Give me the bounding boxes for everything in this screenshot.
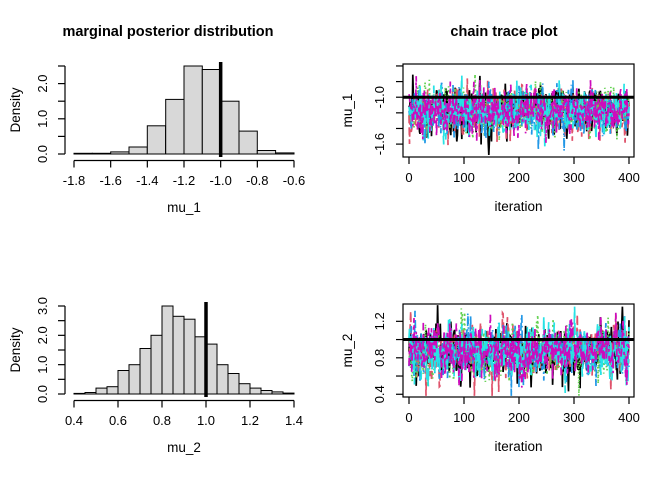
histogram-bar	[238, 383, 251, 395]
x-tick-label: 0	[405, 410, 412, 425]
histogram-bar	[238, 130, 258, 155]
histogram-bar	[183, 65, 203, 155]
y-tick-label: 0.8	[372, 349, 387, 367]
x-tick-label: 100	[453, 170, 475, 185]
histogram-mu2-panel: 0.0 1.0 2.0 3.0 0.4 0.6 0.8 1.0 1.2 1.4 mu_2 Densit…	[8, 297, 303, 455]
histogram-bar	[275, 152, 295, 155]
x-tick-label: 200	[508, 410, 530, 425]
x-tick-label: 1.0	[197, 413, 215, 428]
histogram-bar	[117, 370, 130, 395]
x-tick-label: 200	[508, 170, 530, 185]
y-tick-label: 0.0	[35, 385, 50, 403]
histogram-bar	[260, 390, 273, 395]
histogram-bar	[84, 392, 97, 395]
histogram-bar	[95, 387, 108, 395]
histogram-bar	[172, 315, 185, 395]
histogram-bar	[220, 100, 240, 155]
histogram-bar	[128, 146, 148, 155]
x-tick-label: 0.6	[109, 413, 127, 428]
x-tick-label: 1.4	[285, 413, 303, 428]
x-tick-label: 400	[618, 170, 640, 185]
x-tick-label: 300	[563, 410, 585, 425]
title-marginal-posterior: marginal posterior distribution	[62, 24, 274, 40]
histogram-bar	[106, 386, 119, 395]
y-axis-label: mu_2	[340, 334, 355, 368]
x-tick-label: -1.4	[136, 173, 158, 188]
x-tick-label: 300	[563, 170, 585, 185]
x-axis-label: iteration	[494, 439, 542, 454]
histogram-bar	[216, 364, 229, 395]
y-tick-label: 1.2	[372, 312, 387, 330]
histogram-bar	[161, 305, 174, 395]
histogram-bar	[183, 318, 196, 395]
x-tick-label: 0	[405, 170, 412, 185]
trace-mu1-panel: -1.6 -1.0 0 100 200 300 400 iteration mu_1	[340, 63, 640, 214]
histogram-bar	[165, 98, 185, 155]
y-tick-label: 0.4	[372, 385, 387, 403]
histogram-bar	[73, 392, 86, 395]
y-tick-label: 0.0	[35, 145, 50, 163]
x-tick-label: 400	[618, 410, 640, 425]
y-tick-label: 2.0	[35, 326, 50, 344]
histogram-bar	[146, 125, 167, 155]
x-tick-label: -1.0	[209, 173, 231, 188]
x-axis-label: mu_1	[167, 200, 201, 215]
x-tick-label: -0.8	[246, 173, 268, 188]
x-tick-label: 0.4	[65, 413, 83, 428]
x-tick-label: -1.8	[63, 173, 85, 188]
y-axis-label: mu_1	[340, 94, 355, 128]
chain-trace-4	[408, 78, 630, 151]
x-tick-label: 0.8	[153, 413, 171, 428]
histogram-bar	[227, 373, 240, 395]
histogram-bar	[110, 151, 130, 155]
histogram-bar	[282, 392, 295, 395]
y-tick-label: 1.0	[35, 356, 50, 374]
x-tick-label: -1.2	[173, 173, 195, 188]
histogram-bar	[201, 69, 222, 155]
histogram-bar	[256, 150, 277, 155]
histogram-bar	[271, 391, 284, 395]
y-tick-label: 1.0	[35, 110, 50, 128]
histogram-bar	[73, 152, 93, 155]
y-tick-label: -1.0	[372, 86, 387, 108]
chain-trace-6	[408, 312, 630, 388]
title-chain-trace: chain trace plot	[450, 24, 558, 40]
y-tick-label: -1.6	[372, 133, 387, 155]
y-axis-label: Density	[8, 327, 23, 372]
histogram-bar	[91, 152, 112, 155]
y-tick-label: 2.0	[35, 75, 50, 93]
trace-mu2-panel: 0.4 0.8 1.2 0 100 200 300 400 iteration mu_2	[340, 303, 640, 454]
x-tick-label: 1.2	[241, 413, 259, 428]
histogram-bar	[249, 387, 262, 395]
histogram-bar	[139, 348, 152, 395]
x-axis-label: iteration	[494, 199, 542, 214]
histogram-bar	[128, 364, 141, 395]
x-tick-label: -0.6	[283, 173, 305, 188]
x-tick-label: 100	[453, 410, 475, 425]
x-axis-label: mu_2	[167, 440, 201, 455]
histogram-mu1-panel: 0.0 1.0 2.0 -1.8 -1.6 -1.4 -1.2 -1.0 -0.8 -0.6 mu_…	[8, 62, 305, 215]
x-tick-label: -1.6	[99, 173, 121, 188]
y-axis-label: Density	[8, 87, 23, 132]
histogram-bar	[150, 334, 163, 395]
y-tick-label: 3.0	[35, 297, 50, 315]
